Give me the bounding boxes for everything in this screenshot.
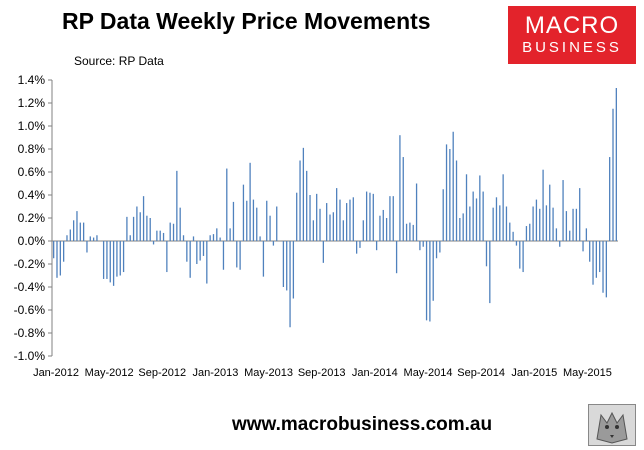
y-tick-label: 0.6% — [18, 165, 46, 179]
macrobusiness-logo: MACRO BUSINESS — [508, 6, 636, 64]
x-tick-label: Jan-2012 — [33, 367, 79, 379]
x-tick-label: Jan-2015 — [511, 367, 557, 379]
y-tick-label: -0.8% — [14, 326, 46, 340]
chart-source: Source: RP Data — [74, 54, 164, 68]
footer-url: www.macrobusiness.com.au — [232, 414, 493, 435]
x-tick-label: May-2015 — [563, 367, 612, 379]
y-tick-label: 1.4% — [18, 73, 46, 87]
x-tick-label: May-2013 — [244, 367, 293, 379]
x-tick-label: Sep-2013 — [298, 367, 346, 379]
x-tick-label: Sep-2014 — [457, 367, 505, 379]
y-tick-label: 0.2% — [18, 211, 46, 225]
y-tick-label: -0.4% — [14, 280, 46, 294]
y-tick-label: -1.0% — [14, 349, 46, 363]
x-tick-label: Jan-2013 — [192, 367, 238, 379]
logo-line-macro: MACRO — [524, 12, 620, 39]
y-tick-label: 0.8% — [18, 142, 46, 156]
y-tick-label: -0.2% — [14, 257, 46, 271]
chart-title: RP Data Weekly Price Movements — [62, 8, 431, 34]
y-tick-label: 0.4% — [18, 188, 46, 202]
x-tick-label: Jan-2014 — [352, 367, 398, 379]
x-tick-label: May-2012 — [85, 367, 134, 379]
y-tick-label: 1.0% — [18, 119, 46, 133]
x-tick-label: Sep-2012 — [138, 367, 186, 379]
logo-line-business: BUSINESS — [522, 39, 622, 56]
y-tick-label: 0.0% — [18, 234, 46, 248]
x-tick-label: May-2014 — [404, 367, 453, 379]
y-tick-label: 1.2% — [18, 96, 46, 110]
y-tick-label: -0.6% — [14, 303, 46, 317]
wolf-logo-icon — [588, 404, 636, 446]
